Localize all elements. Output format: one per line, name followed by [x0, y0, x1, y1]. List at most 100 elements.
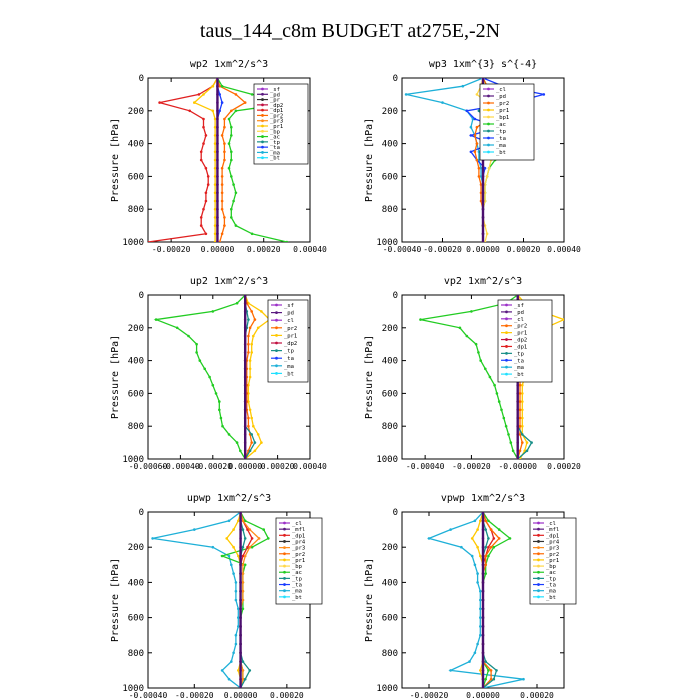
data-point-ac — [230, 134, 233, 137]
data-point-dp1 — [487, 545, 490, 549]
legend-label: _dp2 — [270, 103, 283, 109]
data-point-ac — [211, 310, 215, 313]
legend-marker — [261, 114, 264, 117]
data-point-ma — [473, 519, 477, 523]
data-point-ma — [227, 677, 231, 681]
data-point-ac — [154, 318, 158, 321]
y-tick-label: 1000 — [376, 455, 398, 465]
legend-label: _pr2 — [292, 552, 305, 558]
legend-label: _pd — [496, 94, 506, 100]
data-point-pr3 — [241, 563, 245, 567]
data-point-pr2 — [477, 175, 481, 178]
legend-marker — [261, 140, 264, 144]
legend-label: _pr1 — [270, 124, 283, 130]
legend-label: _bt — [496, 150, 506, 156]
legend-label: _tp — [270, 140, 280, 146]
data-point-ma — [476, 572, 479, 575]
data-point-pr1 — [232, 528, 235, 531]
y-tick-label: 0 — [139, 74, 144, 84]
y-tick-label: 0 — [393, 74, 398, 84]
data-point-ac — [230, 175, 233, 178]
plot-frame — [401, 294, 565, 460]
legend-label: _dp1 — [292, 533, 305, 539]
data-point-ac — [493, 383, 496, 387]
data-point-pr1 — [213, 224, 217, 227]
data-point-pr1 — [248, 359, 252, 362]
data-point-ac — [479, 359, 483, 362]
data-point-ac — [203, 367, 206, 371]
data-point-pr3 — [241, 581, 245, 584]
legend-label: _bt — [546, 595, 556, 601]
legend-label: _ma — [514, 365, 524, 371]
data-point-pr1 — [213, 240, 217, 242]
panel-4: vp2 1xm^2/s^3 Pressure [hPa] 0 200 400 600 800… — [364, 276, 581, 471]
data-point-pr1 — [225, 537, 228, 540]
legend-label: _pr2 — [496, 101, 509, 107]
data-point-ac — [250, 93, 254, 96]
data-point-pr2 — [489, 528, 493, 531]
plot-frame — [147, 77, 311, 243]
data-point-ac — [488, 375, 492, 379]
data-point-pr1 — [250, 342, 253, 346]
data-point-pr2 — [248, 326, 252, 330]
legend-label: _bt — [270, 156, 280, 162]
legend-box — [267, 299, 309, 383]
data-point-ma — [460, 545, 463, 549]
data-point-tp — [253, 441, 257, 444]
legend-label: _cl — [546, 521, 556, 527]
legend-marker — [487, 101, 490, 105]
data-point-ma — [449, 669, 452, 672]
data-point-ac — [195, 342, 198, 346]
legend-label: _pr1 — [284, 333, 297, 339]
legend-label: _bp1 — [496, 115, 509, 121]
data-point-ma — [230, 660, 233, 663]
data-point-ma — [479, 589, 482, 593]
legend-label: _cl — [514, 317, 524, 323]
data-point-pr1 — [213, 142, 217, 145]
plot-area — [426, 512, 525, 688]
data-point-pr1 — [260, 441, 263, 444]
data-point-dp1 — [250, 537, 254, 540]
y-tick-label: 600 — [382, 172, 398, 182]
data-point-ac — [239, 449, 242, 453]
data-point-ac — [465, 334, 469, 338]
data-point-ma — [151, 537, 154, 540]
data-point-ma — [479, 607, 482, 611]
panel-title: vp2 1xm^2/s^3 — [444, 276, 522, 287]
panel-title: vpwp 1xm^2/s^3 — [441, 493, 525, 504]
data-point-ac — [484, 677, 488, 681]
y-tick-label: 600 — [128, 172, 144, 182]
legend-label: _ma — [546, 589, 556, 595]
legend-marker — [275, 334, 278, 337]
legend-marker — [261, 145, 264, 149]
y-tick-label: 1000 — [376, 238, 398, 248]
data-point-pr2 — [518, 392, 522, 395]
data-point-ac — [458, 326, 462, 330]
data-point-ac — [219, 416, 223, 420]
data-point-ac — [230, 150, 233, 154]
y-tick-label: 400 — [128, 578, 144, 588]
panel-6: vpwp 1xm^2/s^3 Pressure [hPa] 0 200 400 600 80… — [364, 493, 577, 700]
data-point-ta — [469, 134, 473, 137]
panel-title: wp3 1xm^{3} s^{-4} — [429, 59, 537, 70]
x-tick-label: 0.00020 — [270, 691, 304, 700]
legend-label: _ma — [270, 150, 280, 156]
data-point-pr2 — [247, 334, 250, 338]
data-point-ac — [234, 191, 238, 195]
legend-marker — [537, 552, 540, 556]
legend-marker — [283, 552, 286, 556]
y-tick-label: 200 — [382, 543, 398, 553]
legend: _sf_pd_cl_pr2_pr1_dp2_dp1_tp_ta_ma_bt — [497, 299, 553, 383]
data-point-pr2 — [518, 433, 522, 436]
legend: _sf_pd_pr_dp2_dp1_pr2_pr3_pr1_bp_ac_tp_t… — [253, 83, 309, 165]
legend-marker — [275, 318, 278, 322]
data-point-ma — [237, 607, 240, 611]
legend-marker — [487, 108, 490, 112]
data-point-pr2 — [497, 537, 501, 540]
data-point-tp — [247, 318, 250, 321]
panel-2: wp3 1xm^{3} s^{-4} Pressure [hPa] 0 200 400 6… — [364, 59, 581, 254]
legend-marker — [537, 583, 540, 586]
data-point-ta — [469, 150, 473, 154]
data-point-ac — [250, 545, 254, 549]
